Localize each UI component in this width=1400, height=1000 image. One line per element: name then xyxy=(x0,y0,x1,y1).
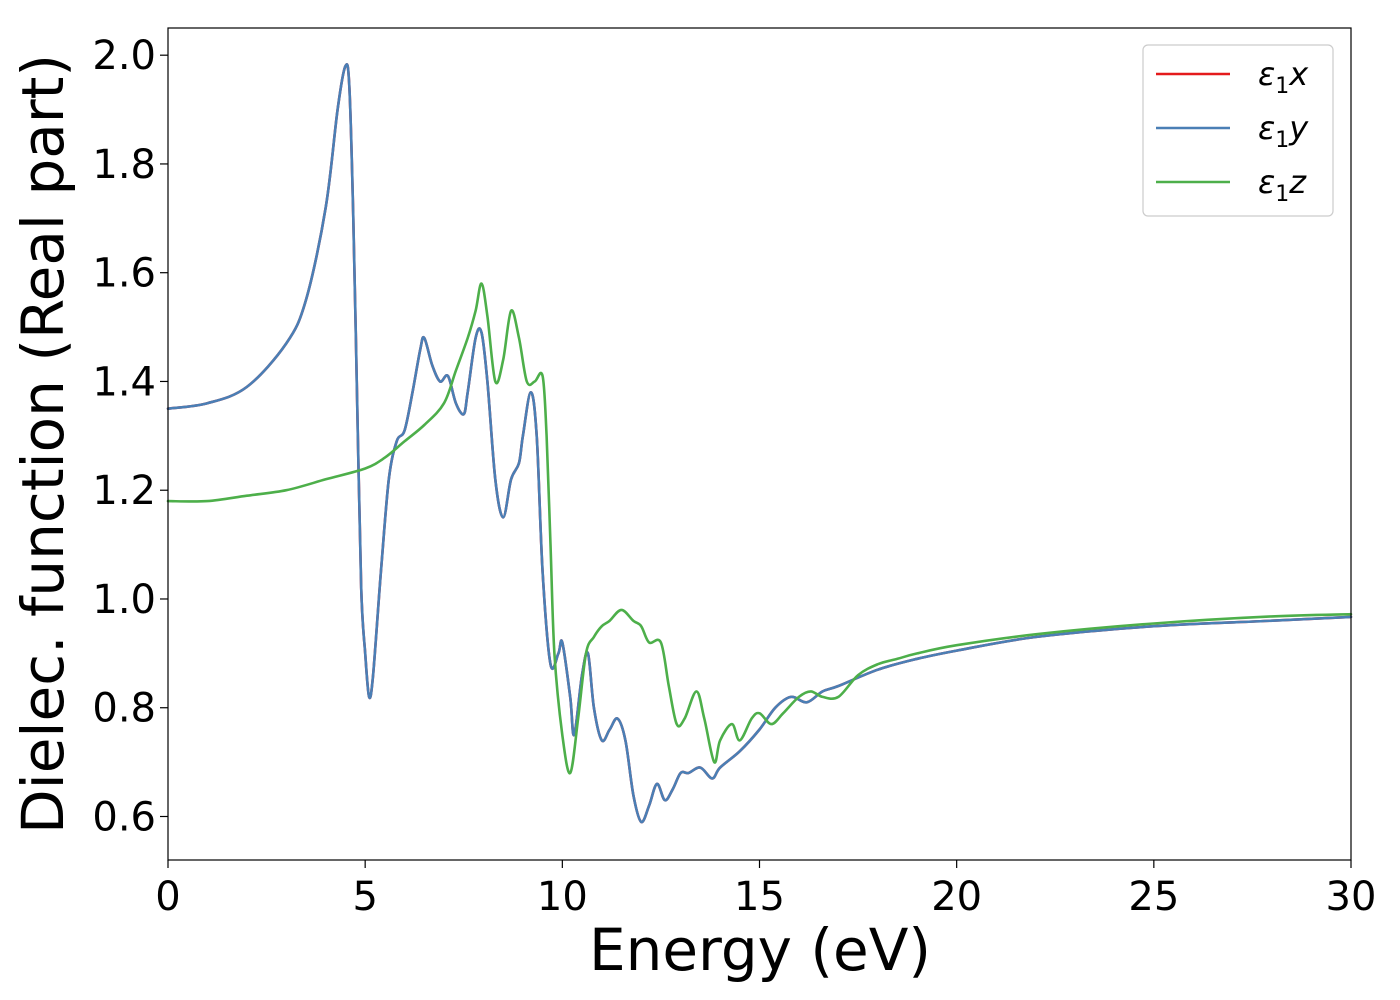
x-tick-label: 15 xyxy=(734,874,785,920)
x-tick-label: 5 xyxy=(352,874,377,920)
x-tick-label: 0 xyxy=(155,874,180,920)
legend-box xyxy=(1142,44,1334,217)
x-tick-label: 30 xyxy=(1326,874,1377,920)
series-line-z xyxy=(166,282,1353,775)
x-tick-label: 10 xyxy=(537,874,588,920)
y-axis-label: Dielec. function (Real part) xyxy=(9,54,77,834)
series-line-y xyxy=(166,63,1353,824)
legend-label-y: ε1y xyxy=(1258,109,1309,153)
legend-label-z: ε1z xyxy=(1258,163,1307,207)
x-axis-ticks: 0 5 10 15 20 25 30 xyxy=(155,860,1376,920)
y-tick-label: 0.6 xyxy=(92,794,156,840)
x-tick-label: 20 xyxy=(931,874,982,920)
legend-label-x: ε1x xyxy=(1258,55,1309,99)
y-tick-label: 1.4 xyxy=(92,359,156,405)
y-tick-label: 2.0 xyxy=(92,33,156,79)
y-tick-label: 0.8 xyxy=(92,686,156,732)
series-layer xyxy=(166,63,1353,824)
y-tick-label: 1.6 xyxy=(92,251,156,297)
x-tick-label: 25 xyxy=(1128,874,1179,920)
y-axis-ticks: 0.6 0.8 1.0 1.2 1.4 1.6 1.8 2.0 xyxy=(92,33,168,840)
y-tick-label: 1.0 xyxy=(92,577,156,623)
x-axis-label: Energy (eV) xyxy=(589,916,931,984)
y-tick-label: 1.2 xyxy=(92,468,156,514)
y-tick-label: 1.8 xyxy=(92,142,156,188)
legend: ε1x ε1y ε1z xyxy=(1142,44,1334,217)
